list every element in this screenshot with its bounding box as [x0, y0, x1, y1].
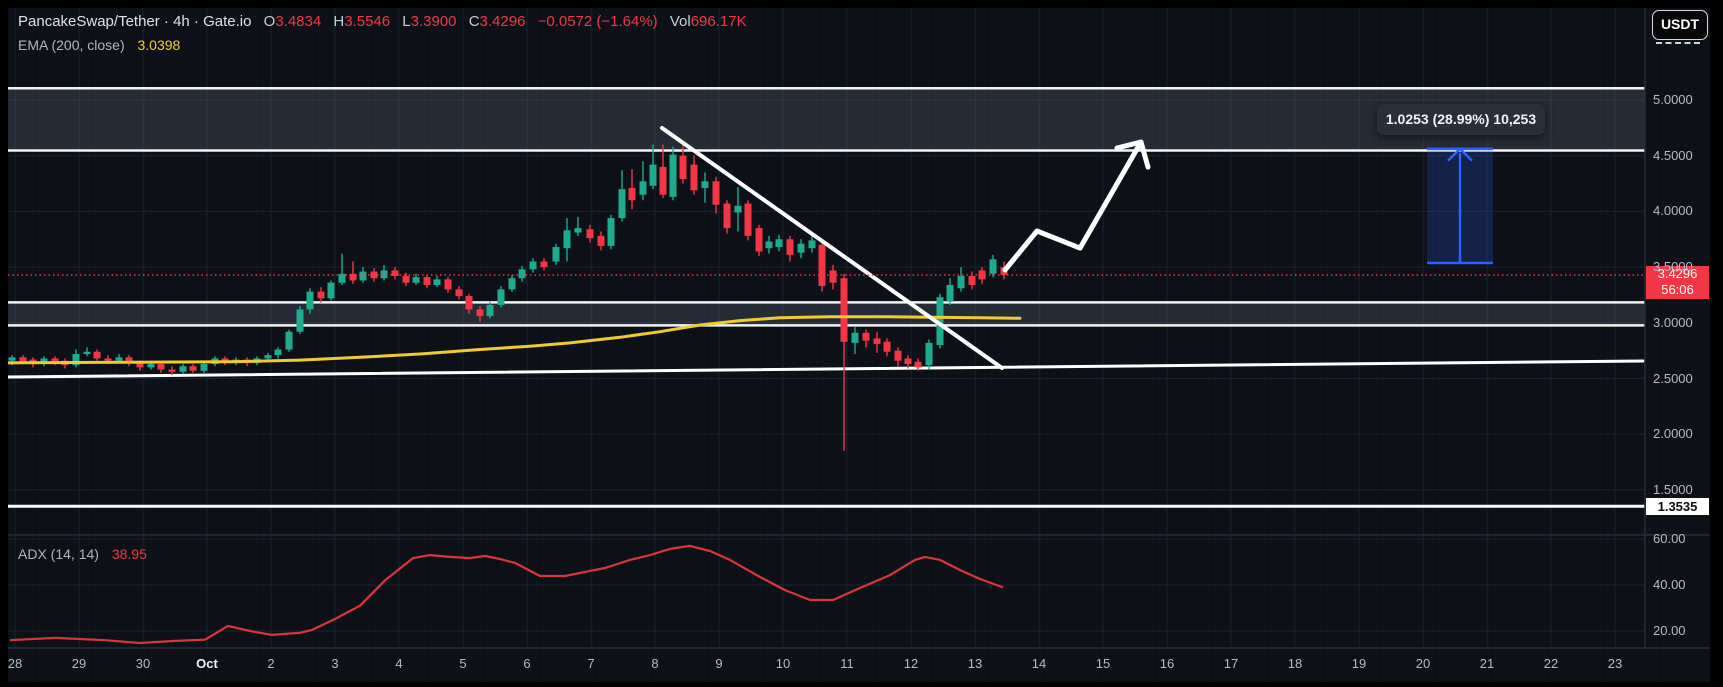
time-tick-label: 28: [7, 656, 23, 671]
bar-countdown: 56:06: [1661, 282, 1694, 297]
adx-tick-label: 60.00: [1653, 531, 1686, 546]
time-tick-label: 5: [459, 656, 467, 671]
price-tick-label: 1.5000: [1653, 481, 1693, 497]
time-tick-label: 18: [1287, 656, 1303, 671]
current-price-tag: 3.4296 56:06: [1646, 266, 1709, 299]
price-tick-label: 5.0000: [1653, 92, 1693, 107]
ema-indicator-row[interactable]: EMA (200, close) 3.0398: [18, 37, 180, 53]
time-tick-label: 7: [587, 656, 595, 671]
time-tick-label: 13: [967, 656, 983, 671]
adx-indicator-value: 38.95: [111, 546, 147, 562]
currency-toggle-button[interactable]: USDT: [1652, 10, 1708, 40]
time-tick-label: 29: [71, 656, 87, 671]
price-tick-label: 2.5000: [1653, 370, 1693, 386]
price-tick-label: 3.0000: [1653, 314, 1693, 330]
open-value: 3.4834: [275, 13, 322, 30]
time-tick-label: 4: [395, 656, 403, 671]
time-tick-label: 20: [1415, 656, 1431, 671]
price-tick-label: 3.5000: [1653, 259, 1693, 275]
ema-indicator-label: EMA (200, close): [18, 37, 125, 53]
close-label: C: [468, 13, 480, 30]
time-tick-label: 17: [1223, 656, 1239, 671]
time-tick-label: 12: [903, 656, 919, 671]
high-value: 3.5546: [344, 13, 391, 30]
time-tick-label: 21: [1479, 656, 1495, 671]
time-tick-label: Oct: [196, 656, 218, 671]
low-label: L: [402, 13, 411, 30]
open-label: O: [263, 13, 276, 30]
frame-top: [0, 0, 1723, 8]
time-tick-label: 16: [1159, 656, 1175, 671]
level-price-tag: 1.3535: [1646, 498, 1709, 515]
symbol-header[interactable]: PancakeSwap/Tether · 4h · Gate.io O3.483…: [18, 13, 747, 30]
time-tick-label: 14: [1031, 656, 1047, 671]
volume-value: 696.17K: [690, 13, 747, 30]
adx-indicator-row[interactable]: ADX (14, 14) 38.95: [18, 546, 147, 562]
frame-bottom: [0, 682, 1723, 687]
time-tick-label: 15: [1095, 656, 1111, 671]
time-tick-label: 22: [1543, 656, 1559, 671]
time-tick-label: 10: [775, 656, 791, 671]
price-tick-label: 4.5000: [1653, 147, 1693, 163]
frame-left: [0, 0, 8, 687]
time-tick-label: 2: [267, 656, 275, 671]
price-axis-drag-handle[interactable]: [1656, 42, 1700, 44]
change-value: −0.0572 (−1.64%): [537, 13, 658, 30]
measure-tooltip: 1.0253 (28.99%) 10,253: [1377, 104, 1545, 135]
adx-indicator-label: ADX (14, 14): [18, 546, 99, 562]
time-tick-label: 3: [331, 656, 339, 671]
symbol-title[interactable]: PancakeSwap/Tether · 4h · Gate.io: [18, 13, 252, 30]
adx-tick-label: 20.00: [1653, 623, 1686, 638]
adx-tick-label: 40.00: [1653, 577, 1686, 592]
low-value: 3.3900: [410, 13, 457, 30]
time-tick-label: 9: [715, 656, 723, 671]
current-price-value: 3.4296: [1657, 266, 1698, 281]
time-tick-label: 8: [651, 656, 659, 671]
volume-label: Vol: [669, 13, 691, 30]
time-tick-label: 6: [523, 656, 531, 671]
price-tick-label: 4.0000: [1653, 203, 1693, 219]
time-tick-label: 19: [1351, 656, 1367, 671]
frame-right: [1710, 0, 1723, 687]
time-tick-label: 30: [135, 656, 151, 671]
time-tick-label: 23: [1607, 656, 1623, 671]
price-tick-label: 2.0000: [1653, 426, 1693, 442]
high-label: H: [333, 13, 345, 30]
ema-indicator-value: 3.0398: [137, 37, 181, 53]
close-value: 3.4296: [479, 13, 526, 30]
time-tick-label: 11: [840, 656, 854, 671]
